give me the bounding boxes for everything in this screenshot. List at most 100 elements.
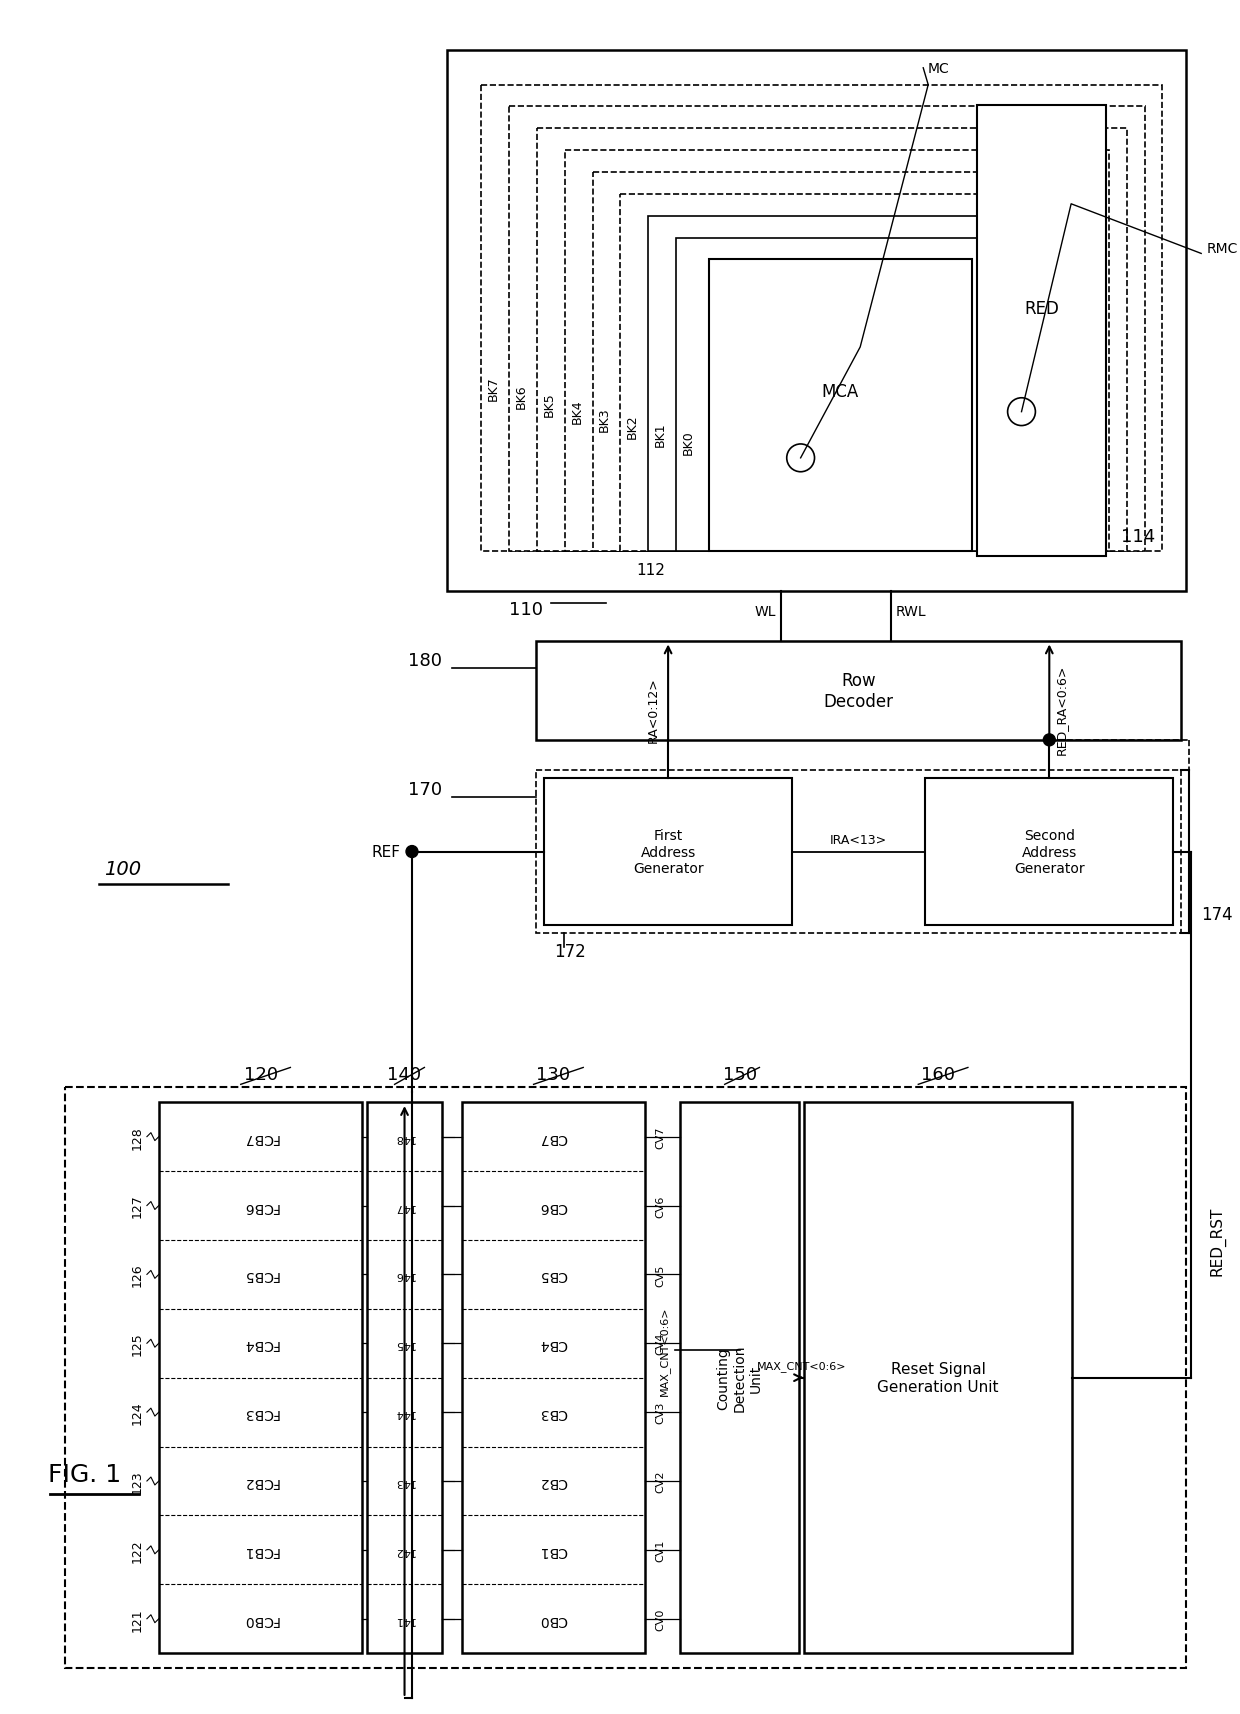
Text: 180: 180 (408, 651, 441, 670)
FancyBboxPatch shape (977, 106, 1106, 557)
FancyBboxPatch shape (159, 1102, 362, 1654)
Text: RWL: RWL (897, 605, 926, 619)
FancyBboxPatch shape (680, 1102, 799, 1654)
Text: 126: 126 (130, 1263, 144, 1287)
Text: 148: 148 (394, 1131, 415, 1142)
Text: FCB5: FCB5 (243, 1268, 279, 1282)
FancyBboxPatch shape (64, 1088, 1187, 1668)
Text: BK1: BK1 (653, 422, 667, 447)
Text: CB2: CB2 (539, 1474, 568, 1488)
Text: RED_RST: RED_RST (1209, 1205, 1225, 1275)
FancyBboxPatch shape (446, 51, 1187, 591)
Text: BK5: BK5 (542, 391, 556, 417)
FancyBboxPatch shape (620, 195, 1073, 552)
Text: FCB1: FCB1 (243, 1543, 279, 1556)
Text: MC: MC (928, 62, 949, 75)
Text: 100: 100 (104, 860, 141, 879)
Text: Row
Decoder: Row Decoder (823, 672, 894, 710)
Text: FCB4: FCB4 (243, 1337, 279, 1351)
Text: FCB7: FCB7 (243, 1130, 279, 1143)
Text: CV1: CV1 (655, 1539, 665, 1561)
Circle shape (1043, 735, 1055, 746)
Text: MAX_CNT<0:6>: MAX_CNT<0:6> (660, 1306, 670, 1395)
FancyBboxPatch shape (925, 778, 1173, 926)
Text: RED_RA<0:6>: RED_RA<0:6> (1055, 665, 1069, 754)
FancyBboxPatch shape (709, 261, 972, 552)
Text: 174: 174 (1202, 905, 1233, 924)
Text: 114: 114 (1121, 528, 1154, 547)
Text: CB1: CB1 (539, 1543, 568, 1556)
Circle shape (405, 847, 418, 859)
Text: 140: 140 (387, 1066, 422, 1083)
Text: CB4: CB4 (539, 1337, 568, 1351)
Text: 160: 160 (921, 1066, 955, 1083)
Text: CV3: CV3 (655, 1400, 665, 1423)
Text: 141: 141 (394, 1615, 415, 1623)
Text: 128: 128 (130, 1124, 144, 1148)
Text: CB6: CB6 (539, 1198, 568, 1214)
FancyBboxPatch shape (649, 216, 1055, 552)
Text: 170: 170 (408, 782, 441, 799)
Text: FIG. 1: FIG. 1 (48, 1462, 122, 1486)
Text: RA<0:12>: RA<0:12> (647, 677, 660, 742)
Text: CV6: CV6 (655, 1195, 665, 1217)
Text: WL: WL (755, 605, 776, 619)
Text: RED: RED (1024, 300, 1059, 317)
Text: FCB0: FCB0 (243, 1611, 279, 1627)
Text: MCA: MCA (822, 382, 859, 401)
Text: Reset Signal
Generation Unit: Reset Signal Generation Unit (878, 1361, 999, 1393)
Text: 120: 120 (243, 1066, 278, 1083)
Text: 122: 122 (130, 1537, 144, 1561)
Text: IRA<13>: IRA<13> (830, 833, 888, 847)
Text: CV0: CV0 (655, 1608, 665, 1630)
Text: 123: 123 (130, 1469, 144, 1493)
FancyBboxPatch shape (565, 151, 1109, 552)
Text: REF: REF (371, 845, 401, 859)
Text: CV7: CV7 (655, 1126, 665, 1148)
Text: BK7: BK7 (487, 377, 500, 401)
Text: 172: 172 (554, 943, 585, 962)
Text: 143: 143 (394, 1476, 415, 1486)
Text: BK3: BK3 (598, 406, 611, 432)
FancyBboxPatch shape (461, 1102, 645, 1654)
Text: BK4: BK4 (570, 399, 583, 423)
FancyBboxPatch shape (536, 641, 1182, 740)
Text: Second
Address
Generator: Second Address Generator (1014, 830, 1085, 876)
Text: 146: 146 (394, 1270, 415, 1280)
Text: MAX_CNT<0:6>: MAX_CNT<0:6> (756, 1361, 847, 1371)
Text: 112: 112 (637, 562, 666, 578)
Text: Counting
Detection
Unit: Counting Detection Unit (717, 1344, 763, 1412)
FancyBboxPatch shape (593, 173, 1091, 552)
Text: 147: 147 (394, 1202, 415, 1210)
Text: BK2: BK2 (626, 415, 639, 439)
FancyBboxPatch shape (536, 770, 1182, 934)
Text: CV4: CV4 (655, 1332, 665, 1354)
Text: RMC: RMC (1207, 242, 1238, 257)
Text: CV2: CV2 (655, 1471, 665, 1493)
Text: CB0: CB0 (539, 1611, 568, 1627)
Text: First
Address
Generator: First Address Generator (632, 830, 703, 876)
Text: FCB2: FCB2 (243, 1474, 279, 1488)
FancyBboxPatch shape (804, 1102, 1073, 1654)
FancyBboxPatch shape (537, 129, 1127, 552)
Text: FCB6: FCB6 (243, 1198, 279, 1214)
Text: 144: 144 (394, 1407, 415, 1417)
FancyBboxPatch shape (544, 778, 792, 926)
FancyBboxPatch shape (367, 1102, 441, 1654)
Text: CB7: CB7 (539, 1130, 568, 1143)
FancyBboxPatch shape (481, 86, 1162, 552)
Text: 125: 125 (130, 1332, 144, 1356)
Text: 142: 142 (394, 1544, 415, 1555)
Text: CB3: CB3 (539, 1405, 568, 1419)
Text: 150: 150 (723, 1066, 756, 1083)
Text: 124: 124 (130, 1400, 144, 1424)
Text: BK6: BK6 (515, 384, 528, 408)
Text: 121: 121 (130, 1608, 144, 1630)
Text: 110: 110 (510, 600, 543, 619)
Text: 127: 127 (130, 1195, 144, 1217)
Text: 130: 130 (537, 1066, 570, 1083)
Text: CV5: CV5 (655, 1263, 665, 1286)
Text: 145: 145 (394, 1339, 415, 1349)
FancyBboxPatch shape (676, 238, 1038, 552)
Text: BK0: BK0 (682, 430, 694, 454)
